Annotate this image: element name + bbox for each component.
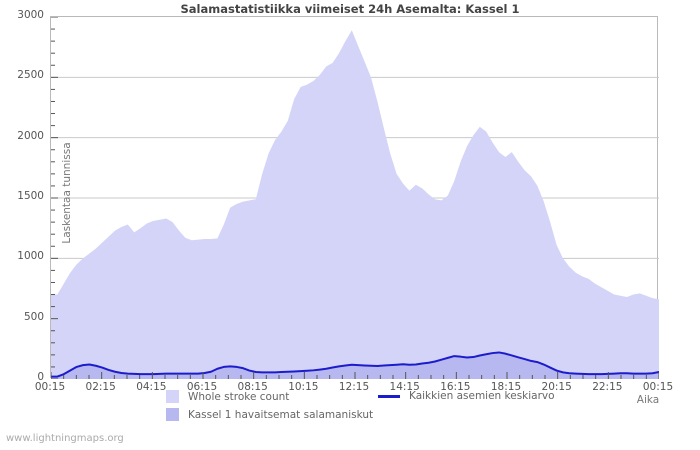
legend-swatch-icon — [166, 390, 179, 403]
x-tick-label: 12:15 — [338, 381, 370, 393]
series-layer — [51, 30, 659, 379]
y-tick-label: 3000 — [17, 9, 44, 21]
x-tick-label: 08:15 — [237, 381, 268, 393]
y-tick-label: 2500 — [17, 69, 44, 82]
legend-line-marker-icon — [378, 394, 400, 398]
x-tick-label: 02:15 — [85, 381, 116, 393]
y-tick-label: 1000 — [17, 250, 44, 263]
x-tick-label: 06:15 — [186, 381, 218, 393]
y-axis-title: Laskentaa tunnissa — [61, 142, 73, 244]
y-tick-label: 0 — [37, 371, 44, 383]
x-tick-label: 00:15 — [642, 381, 674, 393]
legend-item[interactable]: Kassel 1 havaitsemat salamaniskut — [166, 408, 373, 421]
axis-tickmarks — [51, 17, 659, 379]
x-tick-label: 22:15 — [592, 381, 623, 393]
chart-legend: Whole stroke count Kassel 1 havaitsemat s… — [0, 389, 700, 429]
plot-area: Laskentaa tunnissa — [50, 16, 659, 379]
x-tick-label: 20:15 — [541, 381, 572, 393]
legend-item[interactable]: Kaikkien asemien keskiarvo — [378, 390, 555, 402]
plot-svg — [51, 17, 659, 379]
y-tick-label: 500 — [23, 310, 44, 323]
x-tick-label: 14:15 — [389, 381, 420, 393]
x-axis-tick-labels: 00:15 02:15 04:15 06:15 08:15 10:15 12:15 14:15… — [0, 381, 700, 397]
x-tick-label: 00:15 — [34, 381, 66, 393]
y-axis-tick-labels: 0 500 1000 1500 2000 2500 3000 — [0, 0, 44, 400]
chart-title: Salamastatistiikka viimeiset 24h Asemalt… — [180, 2, 520, 16]
legend-label: Whole stroke count — [188, 390, 290, 403]
x-tick-label: 04:15 — [136, 381, 167, 393]
legend-label: Kaikkien asemien keskiarvo — [409, 390, 555, 402]
x-tick-label: 16:15 — [440, 381, 471, 393]
x-tick-label: 10:15 — [288, 381, 319, 393]
x-axis-title: Aika — [636, 394, 660, 406]
y-tick-label: 1500 — [17, 190, 44, 202]
legend-swatch-icon — [166, 408, 179, 421]
legend-label: Kassel 1 havaitsemat salamaniskut — [188, 408, 374, 421]
footer-credit: www.lightningmaps.org — [6, 433, 124, 444]
x-tick-label: 18:15 — [490, 381, 522, 393]
legend-item[interactable]: Whole stroke count — [166, 390, 289, 403]
y-tick-label: 2000 — [17, 129, 44, 142]
